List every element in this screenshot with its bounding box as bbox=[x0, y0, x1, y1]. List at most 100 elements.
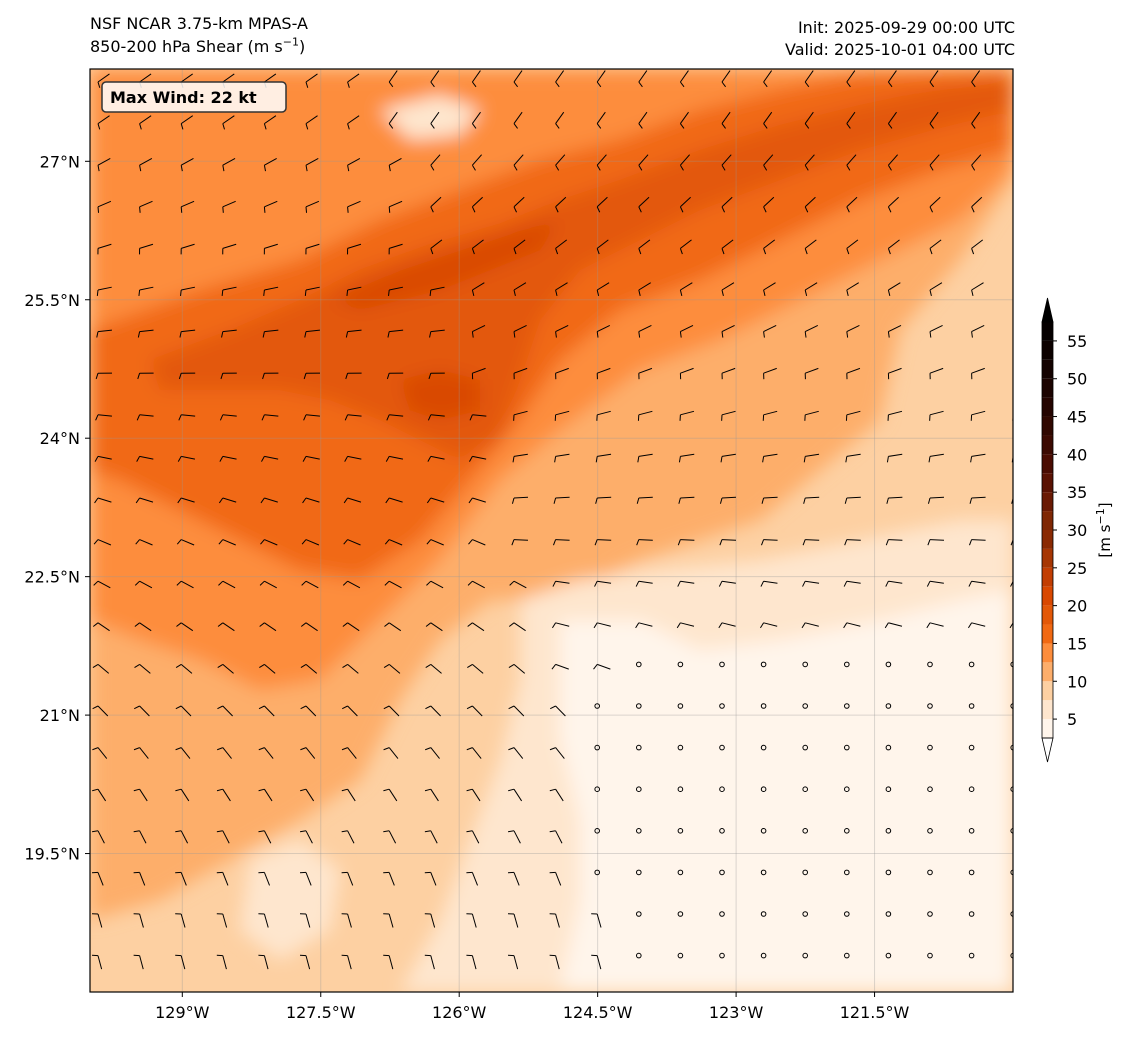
wind-barb bbox=[513, 955, 519, 970]
wind-barb-flag bbox=[638, 206, 642, 213]
calm-marker bbox=[636, 952, 642, 959]
calm-marker bbox=[844, 828, 850, 834]
wind-barb bbox=[180, 580, 194, 589]
wind-barb bbox=[430, 111, 440, 124]
wind-barb-flag bbox=[97, 81, 101, 88]
wind-barb-flag bbox=[178, 414, 182, 421]
wind-barb bbox=[555, 70, 565, 83]
wind-barb-flag bbox=[678, 456, 681, 463]
wind-barb bbox=[929, 239, 942, 249]
wind-barb bbox=[305, 664, 318, 674]
wind-barb bbox=[597, 663, 611, 670]
wind-barb bbox=[347, 497, 362, 503]
wind-barb bbox=[763, 239, 776, 249]
wind-barb bbox=[471, 70, 481, 83]
wind-barb-flag bbox=[300, 622, 307, 627]
shear-field bbox=[90, 69, 1027, 992]
wind-barb-flag bbox=[263, 165, 267, 172]
wind-barb bbox=[97, 955, 103, 970]
wind-barb bbox=[305, 414, 320, 417]
wind-barb bbox=[222, 622, 235, 632]
wind-barb bbox=[846, 539, 861, 541]
wind-barb bbox=[1013, 581, 1027, 583]
calm-marker bbox=[677, 911, 684, 917]
y-tick-label: 25.5°N bbox=[24, 291, 80, 310]
colorbar-tick-label: 25 bbox=[1067, 559, 1087, 578]
wind-barb bbox=[139, 913, 144, 928]
wind-barb-flag bbox=[429, 289, 432, 297]
x-tick-label: 121.5°W bbox=[840, 1003, 910, 1022]
wind-barb bbox=[804, 111, 814, 124]
calm-marker bbox=[968, 828, 975, 834]
wind-barb bbox=[846, 154, 857, 166]
wind-barb-flag bbox=[134, 580, 140, 586]
wind-barb-flag bbox=[638, 248, 642, 255]
wind-barb-flag bbox=[1012, 82, 1013, 83]
wind-barb-flag bbox=[926, 580, 931, 587]
wind-barb bbox=[97, 580, 111, 589]
wind-barb bbox=[471, 955, 477, 970]
wind-barb-flag bbox=[388, 206, 391, 213]
wind-barb bbox=[222, 872, 229, 886]
wind-barb bbox=[430, 455, 445, 460]
calm-marker bbox=[844, 952, 850, 959]
wind-barb-flag bbox=[844, 497, 848, 504]
wind-barb bbox=[305, 200, 320, 208]
wind-barb-flag bbox=[677, 539, 681, 546]
colorbar-segment bbox=[1042, 492, 1053, 512]
wind-barb bbox=[971, 496, 986, 499]
wind-barb-flag bbox=[887, 248, 891, 255]
wind-barb bbox=[388, 913, 394, 928]
wind-barb bbox=[888, 580, 903, 584]
wind-barb bbox=[763, 622, 778, 627]
wind-barb bbox=[389, 497, 403, 503]
wind-barb bbox=[596, 196, 608, 208]
wind-barb-flag bbox=[513, 81, 519, 88]
wind-barb bbox=[139, 243, 154, 249]
colorbar-tick-label: 35 bbox=[1067, 483, 1087, 502]
wind-barb bbox=[596, 955, 602, 970]
wind-barb-flag bbox=[468, 539, 473, 545]
wind-barb-flag bbox=[803, 456, 806, 463]
wind-barb bbox=[139, 158, 153, 166]
wind-barb bbox=[430, 872, 437, 886]
wind-barb bbox=[263, 955, 269, 970]
wind-barb-flag bbox=[180, 123, 184, 130]
calm-marker bbox=[968, 911, 975, 917]
calm-marker bbox=[844, 661, 850, 668]
wind-barb bbox=[721, 282, 735, 291]
wind-barb bbox=[430, 329, 445, 333]
wind-barb bbox=[97, 200, 112, 208]
calm-marker bbox=[594, 786, 601, 793]
wind-barb bbox=[222, 414, 237, 417]
shear-zone-peak bbox=[330, 220, 560, 310]
wind-barb-flag bbox=[595, 456, 598, 463]
wind-barb-flag bbox=[258, 747, 265, 751]
wind-barb-flag bbox=[885, 580, 889, 587]
wind-barb bbox=[638, 70, 648, 83]
valid-time: Valid: 2025-10-01 04:00 UTC bbox=[784, 40, 1015, 59]
wind-barb bbox=[264, 622, 277, 632]
wind-barb-flag bbox=[341, 747, 348, 751]
wind-barb bbox=[805, 496, 820, 499]
calm-marker bbox=[760, 744, 767, 751]
wind-barb bbox=[139, 664, 151, 674]
wind-barb bbox=[1012, 81, 1013, 82]
wind-barb bbox=[389, 286, 404, 291]
wind-barb-flag bbox=[555, 206, 559, 213]
wind-barb-flag bbox=[427, 456, 432, 462]
wind-barb bbox=[97, 286, 112, 291]
wind-barb bbox=[181, 497, 195, 503]
wind-barb-flag bbox=[387, 331, 390, 338]
colorbar-segment bbox=[1042, 435, 1053, 455]
wind-barb bbox=[139, 329, 154, 333]
wind-barb-flag bbox=[428, 373, 432, 380]
wind-barb bbox=[555, 872, 562, 886]
wind-barb-flag bbox=[300, 747, 307, 751]
wind-barb bbox=[222, 539, 236, 546]
wind-barb bbox=[222, 664, 234, 674]
wind-barb-flag bbox=[262, 373, 265, 380]
wind-barb bbox=[139, 788, 148, 802]
wind-barb bbox=[555, 913, 560, 928]
